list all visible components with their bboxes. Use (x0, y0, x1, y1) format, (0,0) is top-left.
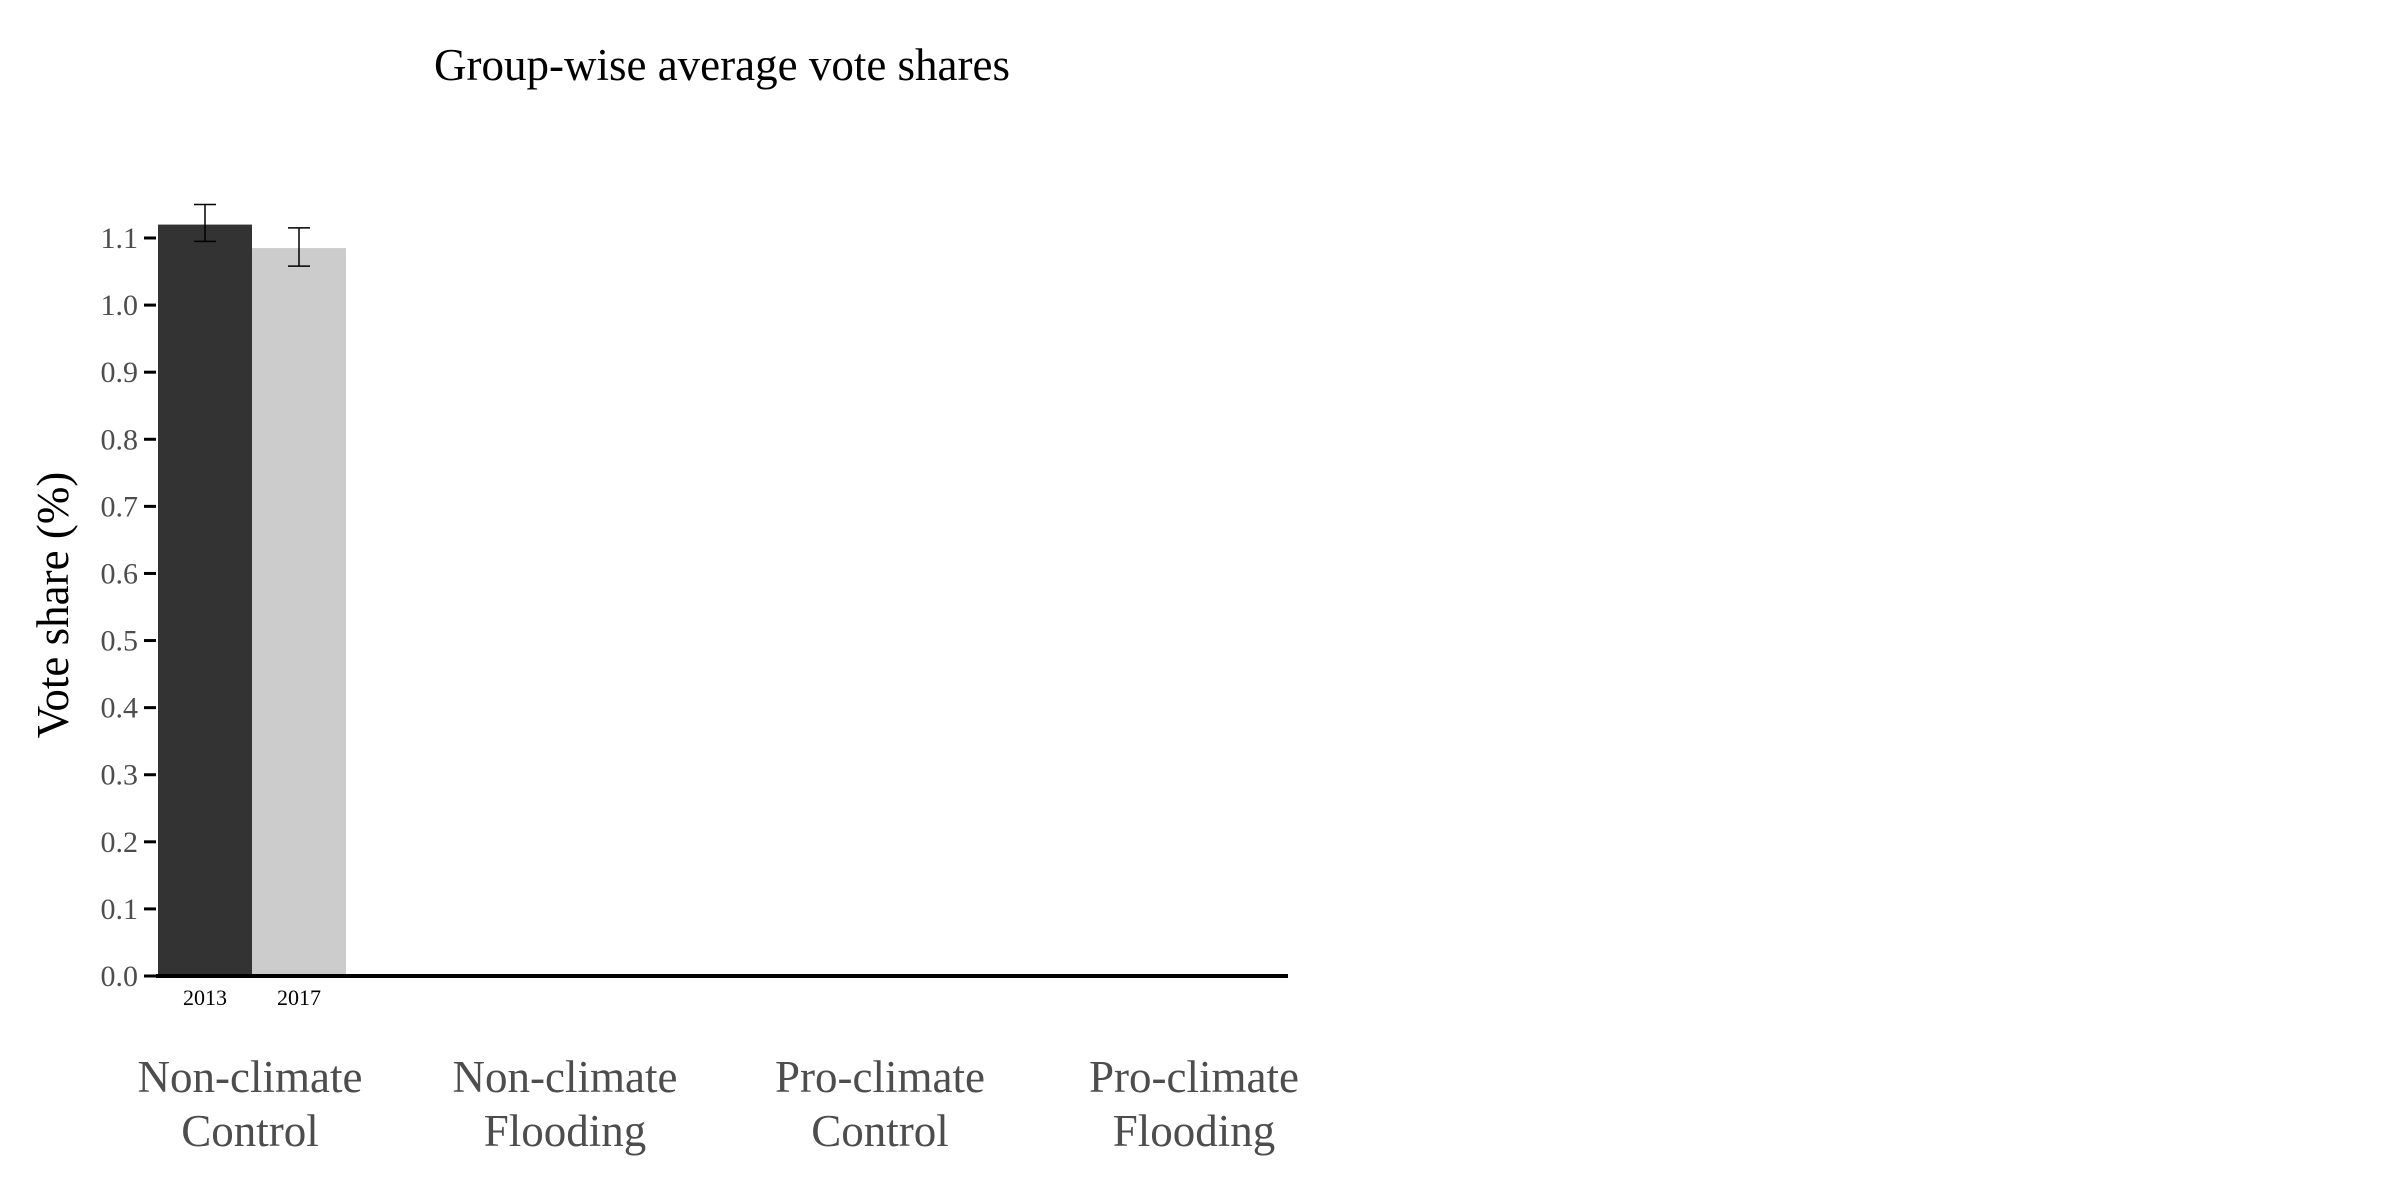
y-tick-label: 0.8 (101, 423, 139, 456)
y-tick-label: 0.5 (101, 625, 139, 658)
bar-2013 (158, 224, 252, 977)
y-tick-label: 1.1 (101, 222, 139, 255)
y-axis-label: Vote share (%) (28, 472, 78, 739)
category-label-line2: Control (811, 1106, 949, 1156)
category-label-line1: Non-climate (138, 1052, 363, 1102)
bars (158, 224, 346, 977)
category-labels: Non-climateControlNon-climateFloodingPro… (138, 1052, 1299, 1156)
y-ticks: 0.0 0.1 0.2 0.3 0.4 0.5 0.6 0.7 0.8 0.9 1.0 1.1 (101, 222, 156, 993)
y-tick-label: 0.4 (101, 692, 139, 725)
y-tick-label: 0.0 (101, 960, 139, 993)
y-tick-label: 0.2 (101, 826, 139, 859)
y-tick-label: 0.6 (101, 557, 139, 590)
y-tick-label: 0.9 (101, 356, 139, 389)
category-label-line1: Pro-climate (775, 1052, 985, 1102)
category-label-line2: Flooding (1113, 1106, 1276, 1156)
error-bars (194, 203, 310, 267)
year-label-2013: 2013 (183, 985, 227, 1010)
y-tick-label: 0.7 (101, 490, 139, 523)
category-label-line2: Flooding (484, 1106, 647, 1156)
category-label-line2: Control (181, 1106, 319, 1156)
bar-2017 (252, 248, 346, 977)
y-tick-label: 0.1 (101, 893, 139, 926)
category-label-line1: Non-climate (453, 1052, 678, 1102)
year-labels: 2013 2017 (183, 985, 321, 1010)
category-label-line1: Pro-climate (1089, 1052, 1299, 1102)
y-tick-label: 0.3 (101, 759, 139, 792)
chart-title: Group-wise average vote shares (434, 40, 1010, 90)
y-tick-label: 1.0 (101, 289, 139, 322)
year-label-2017: 2017 (277, 985, 321, 1010)
